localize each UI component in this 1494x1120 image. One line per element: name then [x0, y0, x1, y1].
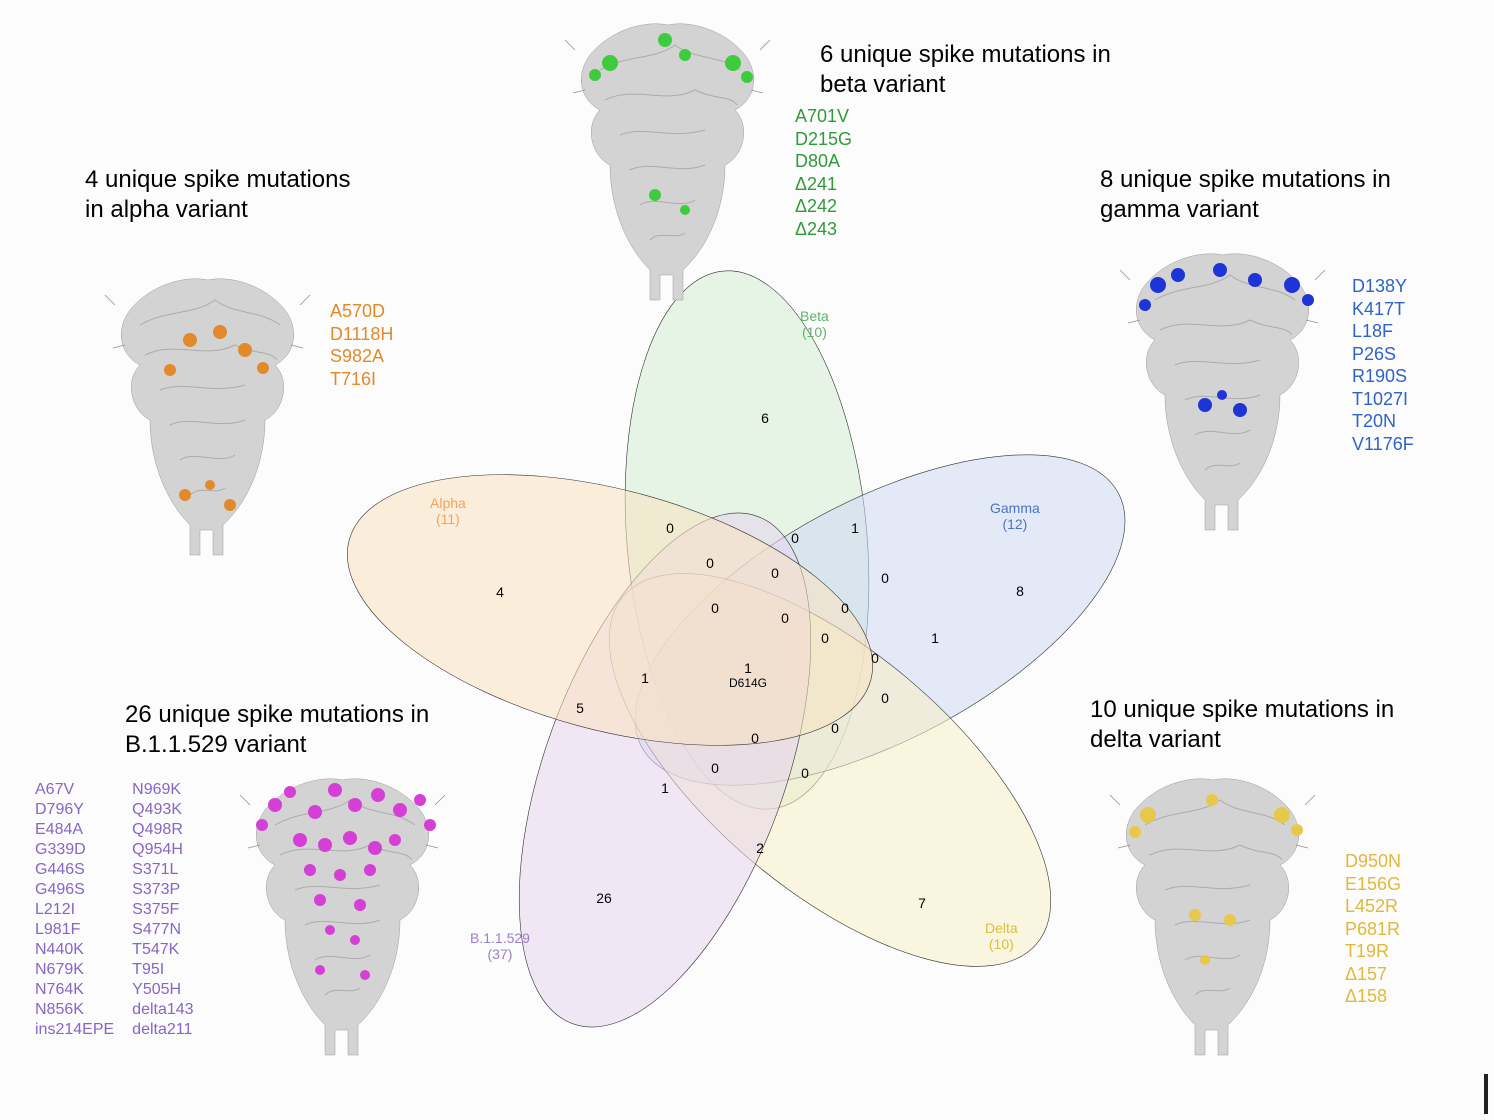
venn-label-beta: Beta (10) — [800, 308, 829, 340]
omicron-protein — [230, 770, 455, 1060]
delta-title: 10 unique spike mutations in delta varia… — [1090, 695, 1450, 755]
venn-count-alpha_delta_omicron: 0 — [775, 765, 835, 781]
venn-count-beta_only: 6 — [735, 410, 795, 426]
venn-count-gamma_only: 8 — [990, 583, 1050, 599]
omicron-title: 26 unique spike mutations in B.1.1.529 v… — [125, 700, 485, 760]
beta-mutations: A701V D215G D80A Δ241 Δ242 Δ243 — [795, 105, 852, 240]
venn-count-omicron_alpha: 5 — [550, 700, 610, 716]
gamma-mutations: D138Y K417T L18F P26S R190S T1027I T20N … — [1352, 275, 1414, 455]
venn-label-gamma: Gamma (12) — [990, 500, 1040, 532]
venn-count-beta_gamma: 1 — [825, 520, 885, 536]
venn-count-alpha_beta_omicron: 0 — [685, 600, 745, 616]
venn-label-delta: Delta (10) — [985, 920, 1018, 952]
gamma-title: 8 unique spike mutations in gamma varian… — [1100, 165, 1420, 225]
venn-count-delta_only: 7 — [892, 895, 952, 911]
alpha-protein — [95, 270, 320, 560]
venn-count-center: 1D614G — [718, 660, 778, 690]
venn-count-alpha_only: 4 — [470, 584, 530, 600]
venn-count-alpha_gamma_delta: 0 — [845, 650, 905, 666]
alpha-mutations: A570D D1118H S982A T716I — [330, 300, 393, 390]
omicron-mutations: A67V D796Y E484A G339D G446S G496S L212I… — [35, 780, 194, 1040]
venn-count-gamma_delta: 1 — [905, 630, 965, 646]
venn-count-gamma_delta_omicron: 0 — [805, 720, 865, 736]
venn-label-alpha: Alpha (11) — [430, 495, 466, 527]
right-edge-marker — [1484, 1074, 1488, 1114]
venn-count-alpha_omicron: 1 — [615, 670, 675, 686]
venn-count-beta_gamma_omicron: 0 — [755, 610, 815, 626]
venn-count-alpha_beta_delta: 0 — [795, 630, 855, 646]
delta-mutations: D950N E156G L452R P681R T19R Δ157 Δ158 — [1345, 850, 1401, 1008]
venn-count-beta_delta_omicron: 1 — [635, 780, 695, 796]
beta-protein — [555, 15, 780, 305]
venn-label-omicron: B.1.1.529 (37) — [470, 930, 530, 962]
venn-count-alpha_beta: 0 — [640, 520, 700, 536]
venn-count-alpha_beta_gamma: 0 — [745, 565, 805, 581]
beta-title: 6 unique spike mutations in beta variant — [820, 40, 1160, 100]
venn-count-beta_gamma_delta: 0 — [855, 570, 915, 586]
delta-protein — [1100, 770, 1325, 1060]
venn-count-alpha_gamma_omicron: 0 — [725, 730, 785, 746]
venn-count-omicron_only: 26 — [574, 890, 634, 906]
venn-count-alpha_delta: 0 — [855, 690, 915, 706]
alpha-title: 4 unique spike mutations in alpha varian… — [85, 165, 365, 225]
venn-count-beta_omicron: 0 — [680, 555, 740, 571]
venn-count-delta_omicron: 2 — [730, 840, 790, 856]
venn-count-beta_delta: 0 — [815, 600, 875, 616]
gamma-protein — [1110, 245, 1335, 535]
venn-count-alpha_gamma: 0 — [765, 530, 825, 546]
venn-count-gamma_omicron: 0 — [685, 760, 745, 776]
